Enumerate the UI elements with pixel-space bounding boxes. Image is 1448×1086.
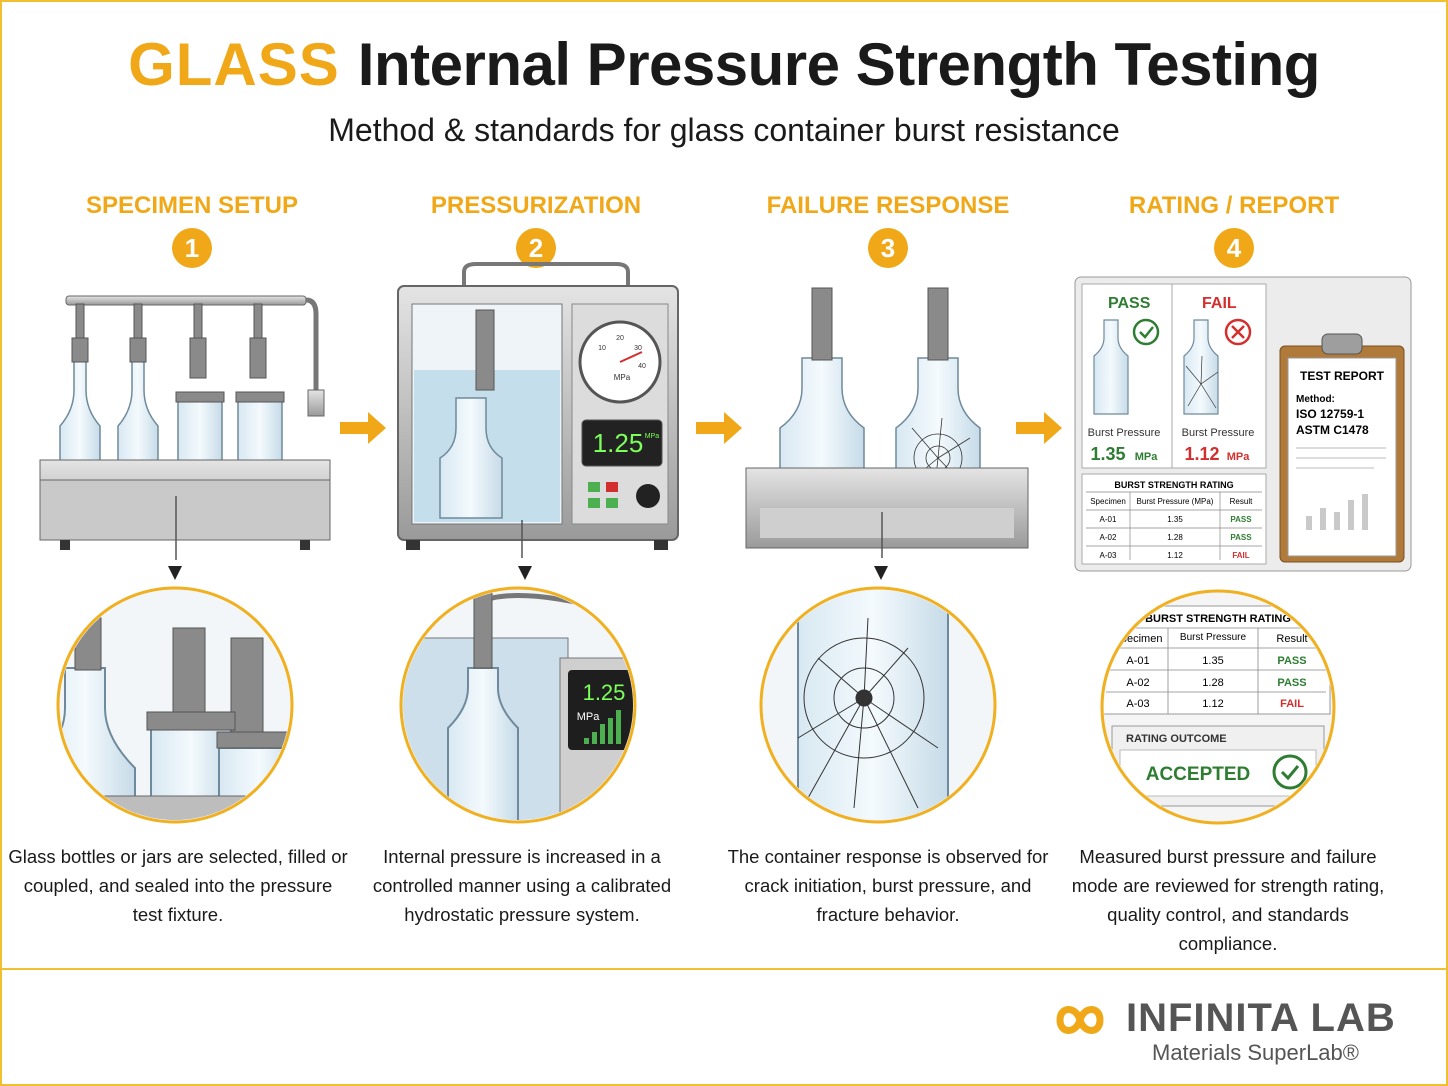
small-table-header: Specimen [1090,497,1126,506]
step-4-badge: 4 [1214,228,1254,268]
report-standard: ASTM C1478 [1296,423,1369,437]
small-table-cell: A-03 [1100,551,1117,560]
small-table-title: BURST STRENGTH RATING [1114,480,1233,490]
small-table-cell: 1.35 [1167,515,1183,524]
zoom-table-cell: PASS [1277,677,1306,689]
zoom-table-cell: A-03 [1126,698,1149,710]
footer-divider [2,968,1446,970]
specimen-fixture-illustration [39,295,331,560]
report-standard: ISO 12759-1 [1296,407,1364,421]
zoom-table-cell: 1.35 [1202,655,1223,667]
infinity-icon [1056,1006,1104,1034]
step-3-heading: FAILURE RESPONSE [766,192,1010,219]
zoom-display-reading: 1.25 [583,680,626,705]
gauge-tick-40: 40 [638,363,646,370]
page-subtitle: Method & standards for glass container b… [328,112,1120,148]
specimen-zoom-illustration [56,586,294,824]
step-2-badge: 2 [516,228,556,268]
rating-zoom-illustration: BURST STRENGTH RATING Specimen Burst Pre… [1100,589,1336,825]
small-table-header: Result [1230,497,1253,506]
page-title: GLASS Internal Pressure Strength Testing [0,30,1448,99]
zoom-table-cell: PASS [1277,655,1306,667]
report-clipboard-title: TEST REPORT [1300,369,1385,383]
small-table-cell: 1.12 [1167,551,1183,560]
step-3-badge: 3 [868,228,908,268]
report-panel: PASS Burst Pressure 1.35 MPa FAIL Burst … [1074,276,1412,572]
step-1-description: Glass bottles or jars are selected, fill… [8,846,348,925]
gauge-unit: MPa [614,373,631,382]
check-circle-icon [1272,754,1308,790]
rating-outcome-value: ACCEPTED [1146,764,1251,785]
small-table-header: Burst Pressure (MPa) [1137,497,1214,506]
zoom-table-cell: FAIL [1280,698,1304,710]
display-unit: MPa [645,433,660,440]
gauge-tick-10: 10 [598,345,606,352]
brand-logo: INFINITA LAB Materials SuperLab® [1040,996,1400,1076]
report-method-label: Method: [1296,394,1335,405]
brand-name: INFINITA LAB [1126,996,1396,1040]
title-accent: GLASS [128,31,340,98]
gauge-tick-20: 20 [616,335,624,342]
pressurization-zoom-illustration: 1.25 MPa [399,586,637,824]
fail-unit: MPa [1227,451,1251,463]
callout-arrow-icon [168,566,182,580]
fail-value: 1.12 [1184,444,1219,464]
small-table-cell: PASS [1230,533,1252,542]
small-table-cell: A-02 [1100,533,1117,542]
step-4-heading: RATING / REPORT [1128,192,1340,219]
arrow-right-icon [1016,412,1062,444]
fail-label: FAIL [1202,295,1237,312]
step-1-heading: SPECIMEN SETUP [85,192,299,219]
zoom-table-cell: A-02 [1126,677,1149,689]
small-table-cell: FAIL [1232,551,1249,560]
zoom-table-cell: A-01 [1126,655,1149,667]
display-reading: 1.25 [593,428,644,458]
arrow-right-icon [696,412,742,444]
callout-arrow-icon [518,566,532,580]
step-4-description: Measured burst pressure and failure mode… [1071,846,1385,954]
zoom-table-title: BURST STRENGTH RATING [1145,613,1291,625]
step-3-description: The container response is observed for c… [727,846,1049,925]
pass-label: PASS [1108,295,1151,312]
rating-outcome-label: RATING OUTCOME [1126,733,1227,745]
step-1-badge: 1 [172,228,212,268]
title-main: Internal Pressure Strength Testing [357,31,1321,98]
failure-response-illustration [745,287,1029,558]
zoom-table-cell: 1.28 [1202,677,1223,689]
pass-caption: Burst Pressure [1088,427,1161,439]
check-circle-icon [1132,318,1160,346]
zoom-table-cell: 1.12 [1202,698,1223,710]
zoom-table-header: Result [1276,633,1307,645]
gauge-tick-30: 30 [634,345,642,352]
brand-tagline: Materials SuperLab® [1152,1040,1359,1065]
pass-unit: MPa [1135,451,1159,463]
small-table-cell: A-01 [1100,515,1117,524]
arrow-right-icon [340,412,386,444]
callout-arrow-icon [874,566,888,580]
fracture-zoom-illustration [759,586,997,824]
zoom-display-unit: MPa [577,711,601,723]
small-table-cell: 1.28 [1167,533,1183,542]
small-table-cell: PASS [1230,515,1252,524]
zoom-table-header: Burst Pressure [1180,632,1247,643]
step-2-heading: PRESSURIZATION [430,192,642,219]
pass-value: 1.35 [1090,444,1125,464]
step-2-description: Internal pressure is increased in a cont… [372,846,672,925]
fail-caption: Burst Pressure [1182,427,1255,439]
x-circle-icon [1224,318,1252,346]
pressure-chamber-illustration: 10 20 30 40 MPa 1.25 MPa [397,262,679,558]
